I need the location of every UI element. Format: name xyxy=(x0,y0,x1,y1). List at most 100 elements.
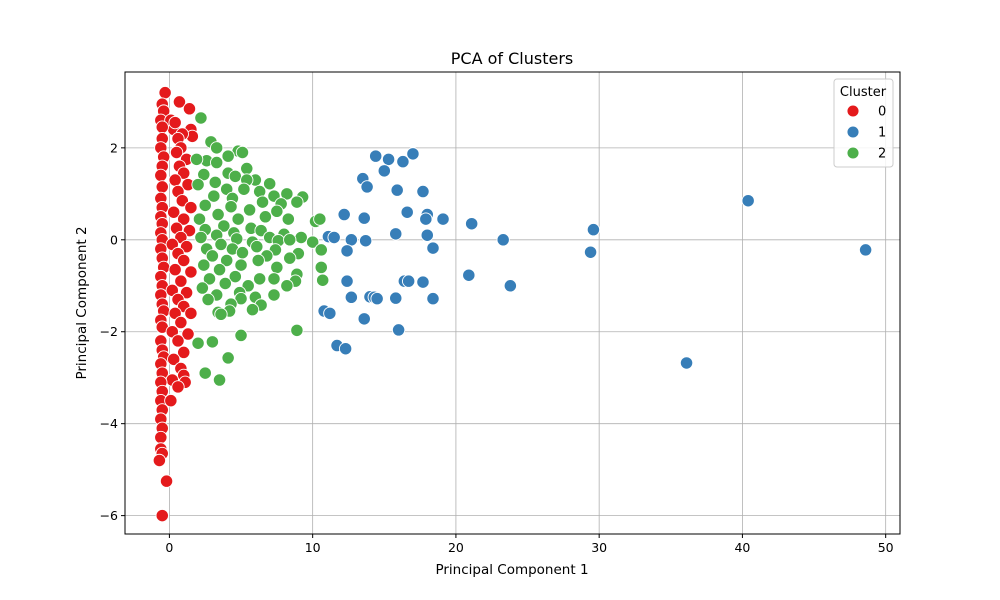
data-point xyxy=(357,211,371,225)
data-point xyxy=(198,198,212,212)
data-point xyxy=(179,286,194,300)
data-point xyxy=(858,243,873,257)
data-point xyxy=(177,166,191,180)
y-tick-label: −2 xyxy=(100,324,118,339)
x-axis-title: Principal Component 1 xyxy=(435,562,588,578)
data-point xyxy=(679,356,694,370)
data-point xyxy=(168,115,182,130)
data-point xyxy=(220,253,234,268)
data-point xyxy=(253,272,267,286)
grid-lines xyxy=(125,72,900,534)
data-point xyxy=(241,279,255,293)
data-point xyxy=(396,154,410,169)
data-point xyxy=(436,212,450,226)
data-point xyxy=(323,306,337,320)
data-point xyxy=(381,152,396,166)
x-tick-label: 40 xyxy=(734,540,750,555)
data-point xyxy=(210,155,224,170)
data-point xyxy=(255,195,270,209)
legend-label: 2 xyxy=(878,147,886,162)
y-axis-title: Principal Component 2 xyxy=(74,226,90,379)
data-point xyxy=(231,212,245,226)
data-point xyxy=(267,288,281,302)
data-point xyxy=(154,168,168,183)
data-point xyxy=(168,173,182,187)
data-point xyxy=(283,251,297,265)
data-point xyxy=(344,233,358,247)
legend-marker xyxy=(846,146,860,160)
data-point xyxy=(234,291,248,306)
legend-entries: 0 1 2 xyxy=(846,104,886,162)
data-point xyxy=(217,219,231,233)
data-point xyxy=(294,230,308,245)
data-point xyxy=(290,195,304,209)
data-point xyxy=(496,233,510,247)
data-point xyxy=(389,291,403,305)
data-point xyxy=(401,274,416,288)
data-point xyxy=(154,430,168,445)
data-point xyxy=(205,335,220,349)
data-point xyxy=(340,274,354,288)
data-point xyxy=(174,274,188,288)
data-point xyxy=(164,394,178,408)
data-point xyxy=(314,260,328,275)
data-point xyxy=(184,306,198,320)
data-point xyxy=(205,249,220,263)
data-point xyxy=(400,205,414,219)
data-point xyxy=(214,237,228,252)
legend-marker xyxy=(846,125,860,139)
y-tick-label: 0 xyxy=(110,232,118,247)
data-point xyxy=(583,245,598,259)
data-point xyxy=(191,336,205,350)
data-point xyxy=(281,212,295,226)
series-1 xyxy=(317,147,873,370)
data-point xyxy=(344,290,358,304)
legend-box xyxy=(833,78,894,168)
series-2 xyxy=(189,111,330,387)
data-point xyxy=(360,180,374,194)
data-point xyxy=(235,145,250,160)
data-point xyxy=(201,292,215,307)
data-point xyxy=(267,272,281,286)
data-point xyxy=(426,241,440,255)
data-point xyxy=(416,184,430,199)
data-point xyxy=(197,167,211,182)
data-point xyxy=(197,258,211,272)
data-point xyxy=(240,161,254,176)
data-point xyxy=(369,149,383,163)
data-point xyxy=(357,312,371,326)
data-point xyxy=(359,234,373,248)
data-point xyxy=(370,291,384,306)
legend-marker xyxy=(846,104,860,118)
data-point xyxy=(210,141,224,155)
data-point xyxy=(228,169,242,184)
data-point xyxy=(327,230,341,245)
data-point xyxy=(313,212,327,226)
data-point xyxy=(406,147,420,161)
data-point xyxy=(283,233,297,247)
data-point xyxy=(168,263,182,277)
data-point xyxy=(191,177,205,192)
axis-ticks: 0 10 20 30 40 50 −6 −4 −2 0 2 xyxy=(100,140,894,555)
y-tick-label: 2 xyxy=(110,140,118,155)
data-point xyxy=(242,203,257,217)
data-point xyxy=(340,244,354,258)
data-point xyxy=(218,276,232,291)
data-point xyxy=(155,180,169,194)
x-tick-label: 10 xyxy=(305,540,321,555)
data-point xyxy=(177,345,191,360)
x-tick-label: 30 xyxy=(591,540,607,555)
data-point xyxy=(462,268,476,282)
data-point xyxy=(208,175,222,189)
legend: Cluster 0 1 2 xyxy=(833,78,894,168)
data-point xyxy=(179,240,194,254)
data-point xyxy=(202,272,217,286)
legend-title: Cluster xyxy=(840,85,887,100)
data-point xyxy=(389,227,403,241)
data-point xyxy=(198,366,212,380)
x-tick-label: 0 xyxy=(165,540,173,555)
data-point xyxy=(155,508,169,523)
data-point xyxy=(184,200,198,215)
data-point xyxy=(194,230,208,245)
data-point xyxy=(172,95,187,109)
